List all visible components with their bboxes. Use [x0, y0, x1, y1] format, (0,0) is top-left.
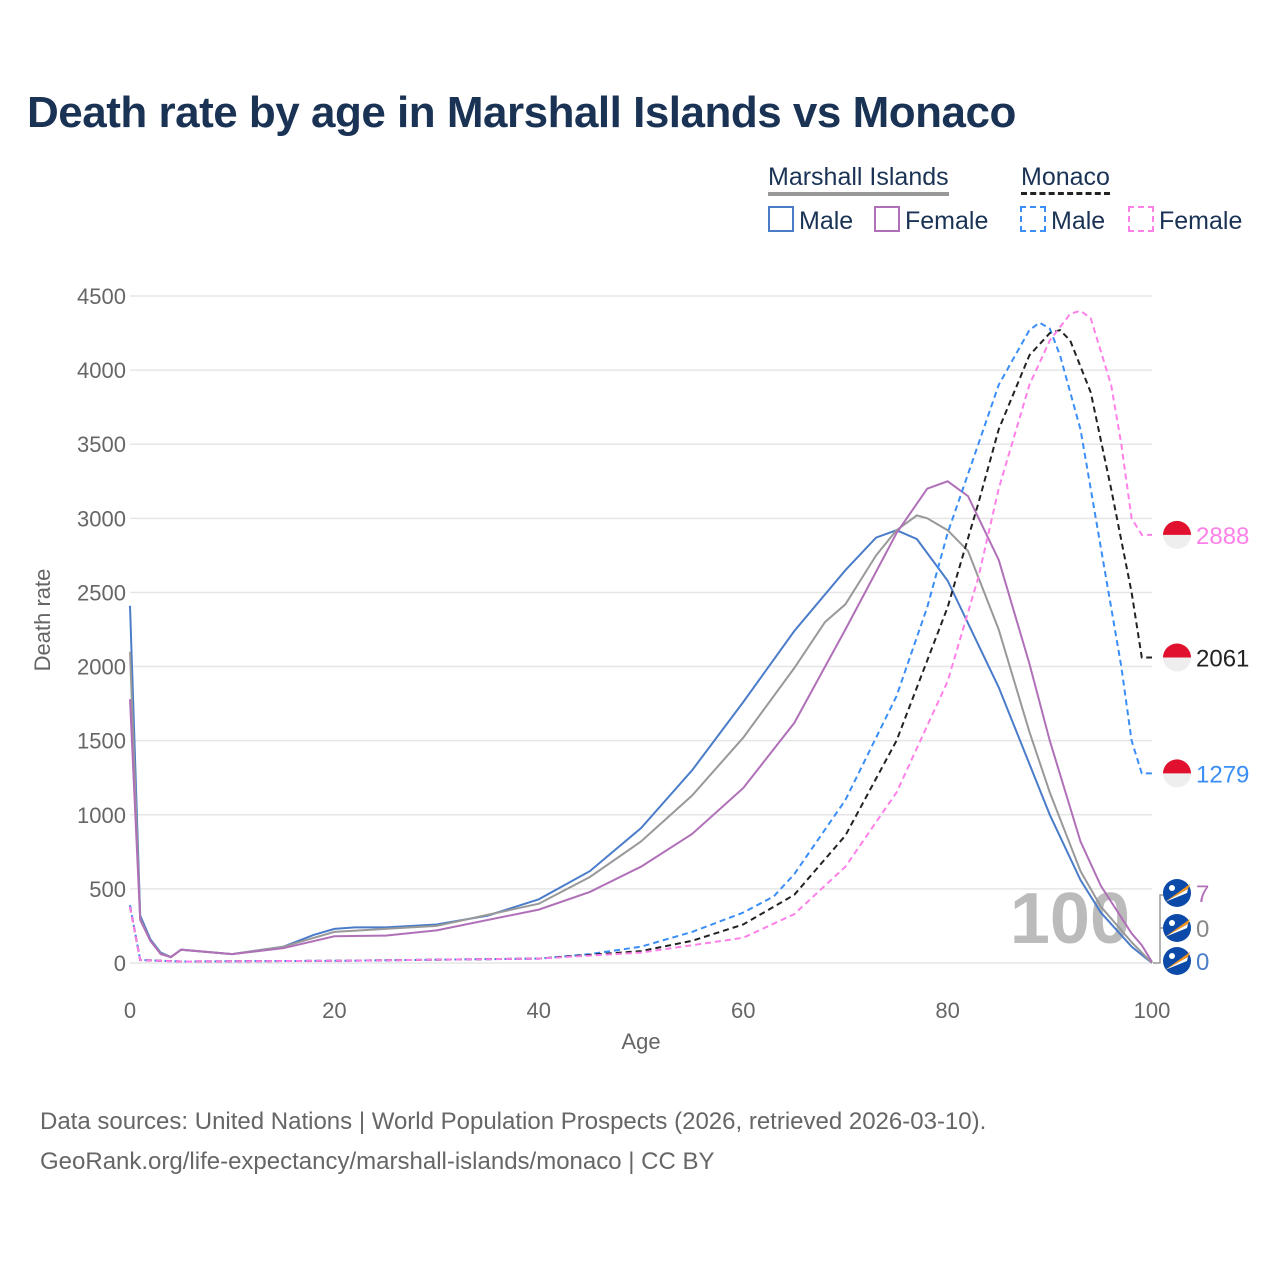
legend-swatch — [1020, 206, 1046, 232]
y-tick-label: 1500 — [77, 729, 126, 754]
series-line-monaco-female — [129, 309, 1152, 963]
legend-label: Male — [1051, 207, 1106, 235]
y-tick-label: 1000 — [77, 803, 126, 828]
y-tick-label: 0 — [114, 951, 126, 976]
x-axis-label: Age — [621, 1029, 660, 1054]
marshall-islands-flag-icon — [1165, 924, 1188, 937]
star-icon — [1169, 920, 1175, 926]
marshall-islands-flag-icon — [1165, 952, 1190, 970]
legend-swatch — [768, 206, 794, 232]
legend-swatch — [874, 206, 900, 232]
marshall-islands-flag-icon — [1165, 884, 1190, 902]
x-tick-label: 0 — [124, 998, 136, 1023]
x-tick-label: 40 — [527, 998, 551, 1023]
legend-label: Male — [799, 207, 854, 235]
legend-swatch — [1128, 206, 1154, 232]
y-axis-label: Death rate — [30, 569, 55, 672]
y-tick-label: 3000 — [77, 506, 126, 531]
star-icon — [1169, 885, 1175, 891]
marshall-islands-flag-icon — [1165, 919, 1190, 937]
legend-label: Female — [905, 207, 989, 235]
footer-source: Data sources: United Nations | World Pop… — [40, 1108, 987, 1135]
end-value-label: 0 — [1196, 916, 1209, 943]
end-value-label: 2061 — [1196, 646, 1249, 673]
x-tick-label: 80 — [935, 998, 959, 1023]
y-tick-label: 3500 — [77, 432, 126, 457]
end-value-label: 7 — [1196, 881, 1209, 908]
legend-group-monaco: Monaco — [1021, 163, 1110, 195]
monaco-flag-icon — [1163, 520, 1191, 535]
legend-mc-female[interactable]: Female — [1128, 206, 1242, 236]
y-tick-label: 2000 — [77, 655, 126, 680]
x-tick-label: 20 — [322, 998, 346, 1023]
monaco-flag-icon — [1163, 643, 1191, 658]
marshall-islands-flag-icon — [1165, 889, 1188, 902]
x-tick-label: 60 — [731, 998, 755, 1023]
end-value-label: 1279 — [1196, 761, 1249, 788]
legend-mi-male[interactable]: Male — [768, 206, 853, 236]
series-line-marshall-islands-female — [129, 480, 1153, 963]
end-value-label: 2888 — [1196, 523, 1249, 550]
footer-link[interactable]: GeoRank.org/life-expectancy/marshall-isl… — [40, 1148, 715, 1175]
y-tick-label: 4000 — [77, 358, 126, 383]
legend-label: Female — [1159, 207, 1243, 235]
y-tick-label: 2500 — [77, 580, 126, 605]
legend-mi-female[interactable]: Female — [874, 206, 988, 236]
end-value-label: 0 — [1196, 949, 1209, 976]
monaco-flag-icon — [1163, 759, 1191, 774]
series-line-marshall-islands-male — [129, 529, 1153, 964]
legend-mc-male[interactable]: Male — [1020, 206, 1105, 236]
legend-group-marshall-islands: Marshall Islands — [768, 163, 949, 196]
age-watermark: 100 — [1010, 879, 1130, 959]
x-tick-label: 100 — [1134, 998, 1171, 1023]
y-tick-label: 4500 — [77, 284, 126, 309]
y-tick-label: 500 — [89, 877, 126, 902]
chart-title: Death rate by age in Marshall Islands vs… — [27, 88, 1016, 137]
marshall-islands-flag-icon — [1165, 957, 1188, 970]
star-icon — [1169, 953, 1175, 959]
series-line-marshall-islands-total — [129, 514, 1153, 964]
